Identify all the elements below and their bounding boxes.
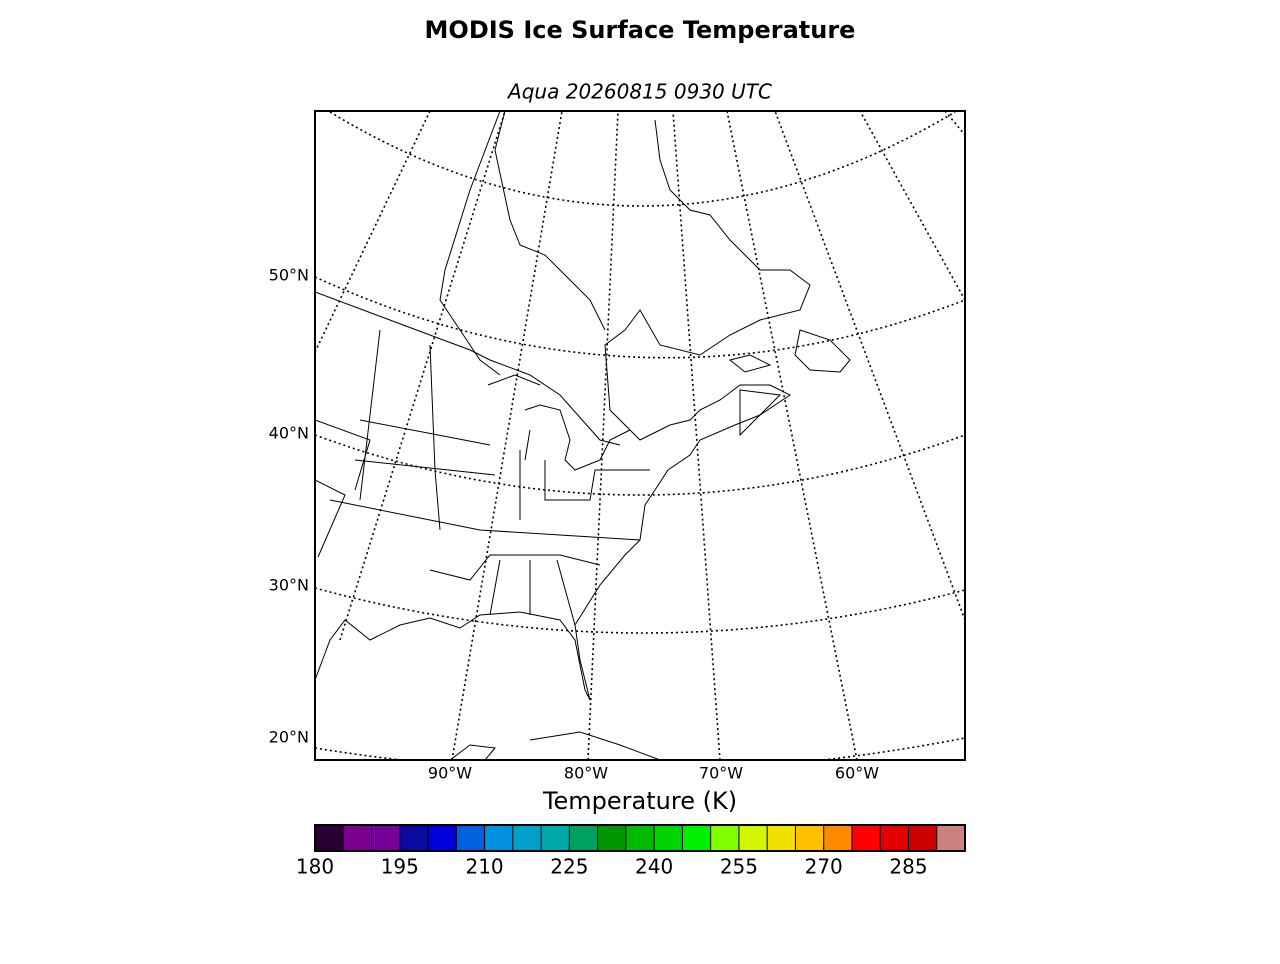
title: MODIS Ice Surface Temperature: [425, 16, 856, 44]
colorbar-segment: [343, 825, 373, 851]
borders: [315, 291, 650, 626]
colorbar-segment: [654, 825, 683, 851]
lon-label: 90°W: [428, 764, 472, 783]
colorbar-tick-label: 255: [720, 855, 758, 879]
colorbar-segment: [371, 825, 401, 851]
lon-label: 70°W: [699, 764, 743, 783]
colorbar-segment: [767, 825, 796, 851]
colorbar-segment: [315, 825, 344, 851]
colorbar-frame: [314, 824, 966, 852]
colorbar-segment: [512, 825, 542, 851]
colorbar-segment: [456, 825, 486, 851]
lat-label: 30°N: [269, 576, 309, 595]
colorbar-segment: [597, 825, 627, 851]
colorbar-tick-label: 225: [550, 855, 588, 879]
colorbar-tick-label: 195: [381, 855, 419, 879]
colorbar-segment: [569, 825, 599, 851]
colorbar-segment: [823, 825, 853, 851]
colorbar-segment: [738, 825, 768, 851]
colorbar-tick-label: 270: [805, 855, 843, 879]
colorbar-segment: [936, 825, 966, 851]
colorbar-label: Temperature (K): [542, 787, 737, 815]
great-lakes: [487, 374, 631, 471]
meridian: [587, 111, 619, 760]
colorbar-tick-label: 210: [465, 855, 503, 879]
meridian: [774, 111, 965, 621]
colorbar-segment: [710, 825, 740, 851]
lat-label: 40°N: [269, 424, 309, 443]
meridian: [859, 111, 965, 301]
lat-label: 50°N: [269, 266, 309, 285]
colorbar-segment: [795, 825, 825, 851]
colorbar-segment: [484, 825, 514, 851]
lon-label: 80°W: [564, 764, 608, 783]
colorbar-segment: [682, 825, 712, 851]
subtitle: Aqua 20260815 0930 UTC: [506, 80, 772, 104]
parallel: [315, 587, 965, 634]
coastline: [315, 119, 811, 701]
colorbar-segment: [851, 825, 881, 851]
meridian: [944, 111, 965, 136]
lat-label: 20°N: [269, 728, 309, 747]
parallel: [315, 737, 965, 760]
colorbar-tick-label: 285: [889, 855, 927, 879]
map: [315, 111, 965, 760]
lon-label: 60°W: [835, 764, 879, 783]
colorbar-tick-label: 240: [635, 855, 673, 879]
colorbar-segment: [908, 825, 938, 851]
coastline: [449, 329, 851, 760]
colorbar-tick-label: 180: [296, 855, 334, 879]
parallel: [315, 276, 965, 359]
coastline: [439, 111, 606, 376]
meridian: [726, 111, 858, 760]
colorbar-segment: [541, 825, 570, 851]
colorbar-segment: [880, 825, 909, 851]
colorbar: 180 195 210 225 240 255 270 285: [296, 825, 966, 879]
colorbar-segment: [625, 825, 655, 851]
parallel: [329, 111, 956, 207]
parallel: [315, 434, 965, 496]
colorbar-segment: [428, 825, 457, 851]
meridian: [672, 111, 721, 760]
colorbar-segment: [399, 825, 429, 851]
plot-frame: [314, 110, 966, 761]
meridian: [339, 111, 506, 641]
